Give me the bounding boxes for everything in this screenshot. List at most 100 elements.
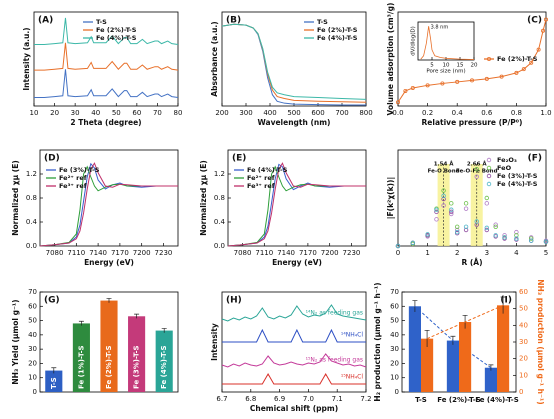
data-point	[455, 229, 460, 235]
y-tick-label: 50	[390, 317, 399, 325]
y-axis-label: Normalized χμ (E)	[11, 160, 20, 236]
data-point	[521, 67, 526, 72]
x-tick-label: 7170	[299, 249, 317, 257]
legend-marker	[486, 165, 492, 171]
data-point	[410, 240, 415, 245]
error-bar	[412, 300, 418, 312]
bar	[484, 367, 497, 392]
y2-tick-label: 60	[519, 288, 528, 296]
annotation-text: Fe-O-Fe Bond	[456, 169, 498, 175]
data-point	[493, 224, 498, 229]
data-point	[484, 227, 489, 233]
y-tick-label: 30	[390, 345, 399, 353]
series-line	[221, 23, 367, 100]
series-line	[34, 17, 179, 45]
legend-label: Fe (2%)-T-S	[317, 26, 358, 34]
y-tick-label: 0.0	[214, 242, 225, 250]
data-point	[434, 209, 439, 215]
y-tick-label: 20	[390, 359, 399, 367]
series-line	[227, 162, 366, 247]
x-tick-label: 7170	[111, 249, 129, 257]
legend-label: Fe (4%)-T-S	[497, 180, 538, 188]
x-tick-label: T-S	[415, 396, 427, 404]
series-line	[39, 165, 178, 247]
y2-tick-label: 40	[519, 321, 528, 329]
y-axis-label: Absorbance (a.u.)	[210, 21, 219, 96]
data-point	[543, 239, 549, 244]
data-point	[441, 188, 446, 193]
bar	[421, 338, 434, 392]
bar	[459, 322, 472, 392]
x-tick-label: 7110	[255, 249, 273, 257]
x-tick-label: 6.9	[274, 395, 285, 403]
y-tick-label: 50	[28, 317, 37, 325]
error-bar	[51, 367, 57, 374]
y-tick-label: 30	[28, 345, 37, 353]
bar-label: Fe (2%)-T-S	[105, 345, 113, 389]
data-point	[395, 100, 400, 105]
data-point	[502, 235, 507, 240]
x-tick-label: 80	[174, 109, 183, 117]
x-tick-label: 7080	[234, 249, 252, 257]
bar-label: Fe (3%)-T-S	[133, 345, 141, 389]
x-tick-label: 0.0	[392, 109, 403, 117]
annotation-label: 3.8 nm	[431, 25, 449, 31]
x-tick-label: 7.2	[360, 395, 371, 403]
data-point	[403, 88, 408, 93]
y-tick-label: 10	[28, 374, 37, 382]
x-tick-label: 7110	[67, 249, 85, 257]
x-tick-label: 5	[544, 249, 548, 257]
series-line	[222, 372, 366, 385]
highlight-band	[470, 164, 483, 246]
x-tick-label: 200	[215, 109, 228, 117]
legend-label: Fe (4%)-T-S	[317, 34, 358, 42]
data-point	[455, 227, 460, 233]
series-line	[34, 69, 179, 98]
x-tick-label: 7140	[89, 249, 107, 257]
legend-marker	[486, 181, 492, 187]
x-tick-label: 7140	[277, 249, 295, 257]
plot-frame	[397, 11, 547, 107]
y2-tick-label: 20	[519, 355, 528, 363]
data-point	[474, 166, 479, 172]
data-point	[514, 70, 519, 75]
data-point	[449, 209, 454, 215]
data-point	[449, 201, 454, 206]
y-tick-label: 10	[390, 374, 399, 382]
y-tick-label: 70	[28, 288, 37, 296]
y-tick-label: 60	[390, 302, 399, 310]
error-bar	[106, 298, 112, 303]
x-tick-label: 0.2	[422, 109, 433, 117]
panel-title: (F)	[528, 154, 542, 164]
bar-label: Fe (1%)-T-S	[77, 345, 85, 389]
y-axis-label: NH₃ Yield (μmol g⁻¹)	[11, 299, 20, 384]
x-tick-label: 600	[311, 109, 324, 117]
x-tick-label: 0.6	[481, 109, 493, 117]
x-tick-label: 3	[485, 249, 489, 257]
x-tick-label: 800	[359, 109, 372, 117]
data-point	[544, 17, 549, 22]
x-axis-label: Chemical shift (ppm)	[250, 404, 338, 413]
data-point	[463, 201, 469, 206]
y2-tick-label: 10	[519, 371, 528, 379]
x-tick-label: 7200	[133, 249, 151, 257]
legend-label: T-S	[317, 18, 328, 26]
panel-title: (H)	[226, 296, 242, 306]
data-point	[529, 238, 534, 243]
highlight-band	[437, 164, 450, 246]
data-point	[499, 74, 504, 79]
x-tick-label: 700	[335, 109, 348, 117]
x-axis-label: Pore size (nm)	[426, 69, 465, 75]
x-tick-label: 7200	[321, 249, 339, 257]
legend-label: Fe (2%)-T-S	[96, 26, 137, 34]
x-tick-label: 0.8	[511, 109, 522, 117]
x-tick-label: 7230	[343, 249, 361, 257]
data-point	[541, 28, 546, 33]
data-point	[484, 195, 489, 201]
annotation-label: 2.66 Å	[467, 161, 487, 168]
data-point	[536, 47, 541, 52]
series-line	[39, 162, 178, 247]
legend-label: FeO	[497, 164, 512, 172]
bar	[45, 370, 63, 392]
